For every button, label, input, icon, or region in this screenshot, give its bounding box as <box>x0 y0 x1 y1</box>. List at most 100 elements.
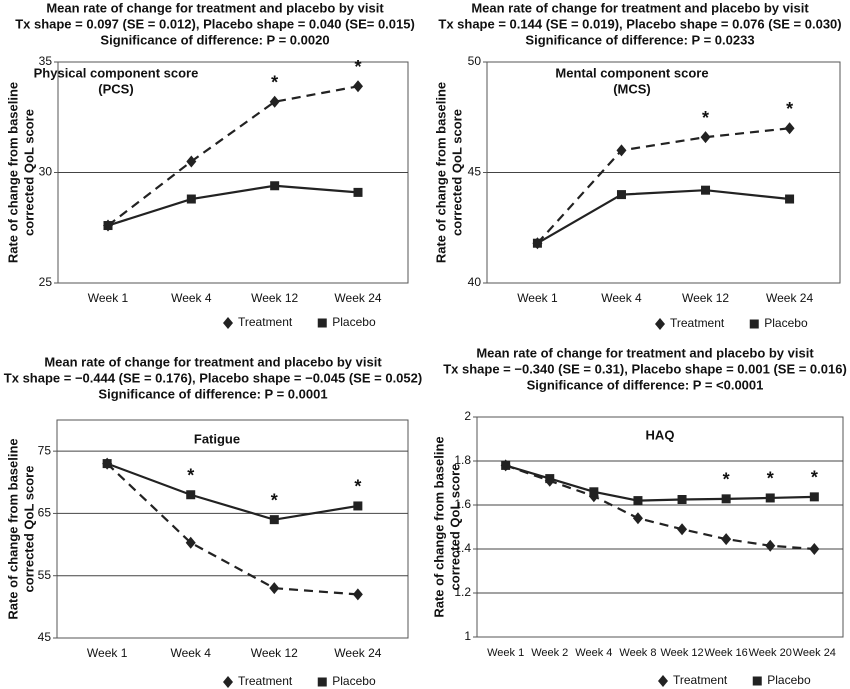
legend-label: Placebo <box>332 674 376 688</box>
chart-title: Tx shape = 0.097 (SE = 0.012), Placebo s… <box>15 16 415 31</box>
marker-diamond <box>269 582 280 595</box>
x-tick-label: Week 8 <box>619 647 656 659</box>
chart-title: Significance of difference: P = 0.0233 <box>525 32 754 47</box>
marker-square <box>616 190 626 200</box>
significance-marker: * <box>767 469 774 489</box>
marker-square <box>809 492 819 502</box>
marker-diamond <box>721 533 732 546</box>
marker-square <box>353 501 363 511</box>
marker-diamond <box>185 536 196 549</box>
y-tick-label: 75 <box>38 443 52 457</box>
marker-square <box>186 490 196 500</box>
marker-diamond <box>223 676 233 688</box>
x-tick-label: Week 2 <box>531 647 568 659</box>
panel-label: (MCS) <box>613 81 651 96</box>
marker-square <box>353 187 363 197</box>
marker-diamond <box>352 588 363 601</box>
y-tick-label: 65 <box>38 506 52 520</box>
y-axis-label: corrected QoL score <box>21 109 36 236</box>
x-tick-label: Week 12 <box>660 647 703 659</box>
x-tick-label: Week 12 <box>251 646 298 660</box>
series-line <box>536 127 790 244</box>
significance-marker: * <box>354 57 361 77</box>
series-line <box>505 464 815 502</box>
legend-label: Placebo <box>767 673 811 687</box>
x-tick-label: Week 16 <box>705 647 748 659</box>
chart-title: Tx shape = −0.340 (SE = 0.31), Placebo s… <box>443 361 847 376</box>
marker-square <box>785 194 795 204</box>
series-line <box>106 462 358 596</box>
chart-title: Mean rate of change for treatment and pl… <box>471 0 809 15</box>
x-tick-label: Week 12 <box>682 291 729 305</box>
y-axis-label: Rate of change from baseline <box>431 436 446 617</box>
y-tick-label: 40 <box>468 275 482 289</box>
y-axis-label: Rate of change from baseline <box>433 82 448 263</box>
chart-title: Significance of difference: P = 0.0001 <box>98 386 327 401</box>
y-tick-label: 2 <box>464 409 471 423</box>
y-tick-label: 35 <box>39 54 53 68</box>
plot-frame <box>56 419 409 639</box>
marker-diamond <box>632 512 643 525</box>
marker-diamond <box>223 317 233 329</box>
x-tick-label: Week 4 <box>575 647 612 659</box>
panel-label: (PCS) <box>98 81 133 96</box>
x-tick-label: Week 1 <box>88 291 129 305</box>
significance-marker: * <box>786 99 793 119</box>
panel-label: HAQ <box>646 427 675 442</box>
y-tick-label: 45 <box>468 165 482 179</box>
marker-square <box>186 194 196 204</box>
x-tick-label: Week 24 <box>766 291 813 305</box>
y-tick-label: 30 <box>39 165 53 179</box>
marker-square <box>102 459 112 469</box>
marker-diamond <box>269 95 280 108</box>
marker-square <box>589 487 599 497</box>
y-tick-label: 25 <box>39 275 53 289</box>
legend-label: Treatment <box>673 673 728 687</box>
legend-label: Placebo <box>764 316 808 330</box>
x-tick-label: Week 24 <box>334 291 381 305</box>
x-tick-label: Week 24 <box>334 646 381 660</box>
y-tick-label: 1.4 <box>454 541 471 555</box>
series-line <box>536 189 790 245</box>
y-axis-label: corrected QoL score <box>449 109 464 236</box>
chart-title: Tx shape = 0.144 (SE = 0.019), Placebo s… <box>438 16 841 31</box>
x-tick-label: Week 1 <box>87 646 128 660</box>
marker-diamond <box>677 523 688 536</box>
x-tick-label: Week 1 <box>517 291 558 305</box>
significance-marker: * <box>187 465 194 485</box>
marker-square <box>721 494 731 504</box>
significance-marker: * <box>723 470 730 490</box>
panel-label: Fatigue <box>194 431 240 446</box>
significance-marker: * <box>354 477 361 497</box>
marker-diamond <box>186 155 197 168</box>
x-tick-label: Week 4 <box>601 291 642 305</box>
marker-square <box>270 181 280 191</box>
marker-square <box>749 319 759 329</box>
legend-label: Treatment <box>670 316 725 330</box>
x-tick-label: Week 24 <box>793 647 836 659</box>
marker-square <box>752 676 762 686</box>
y-axis-label: corrected QoL score <box>447 464 462 591</box>
y-tick-label: 1.2 <box>454 585 471 599</box>
chart-title: Mean rate of change for treatment and pl… <box>46 0 384 15</box>
significance-marker: * <box>702 108 709 128</box>
chart-title: Mean rate of change for treatment and pl… <box>476 345 814 360</box>
y-axis-label: Rate of change from baseline <box>5 438 20 619</box>
panel-label: Physical component score <box>34 65 199 80</box>
marker-square <box>633 496 643 506</box>
significance-marker: * <box>811 468 818 488</box>
chart-title: Tx shape = −0.444 (SE = 0.176), Placebo … <box>4 370 422 385</box>
series-line <box>106 462 359 521</box>
marker-square <box>501 460 511 470</box>
series-line <box>107 184 359 227</box>
significance-marker: * <box>271 490 278 510</box>
marker-diamond <box>616 144 627 157</box>
marker-square <box>545 474 555 484</box>
legend-label: Treatment <box>238 674 293 688</box>
marker-square <box>103 221 113 231</box>
marker-diamond <box>784 122 795 135</box>
marker-square <box>317 677 327 687</box>
x-tick-label: Week 20 <box>749 647 792 659</box>
y-tick-label: 50 <box>468 54 482 68</box>
marker-square <box>701 185 711 195</box>
